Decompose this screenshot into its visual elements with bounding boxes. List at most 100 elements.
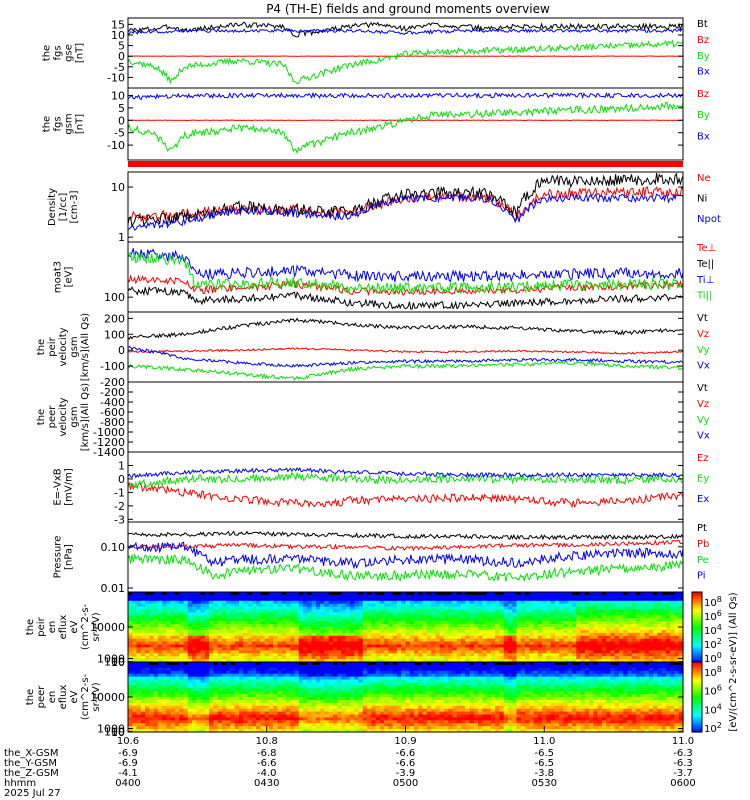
heatmap-cell [145,729,150,733]
heatmap-cell [512,606,518,611]
heatmap-cell [157,594,163,599]
heatmap-cell [426,644,432,649]
heatmap-cell [247,612,253,616]
heatmap-cell [307,621,313,625]
heatmap-cell [315,635,321,640]
heatmap-cell [593,629,599,634]
heatmap-cell [379,694,385,698]
heatmap-cell [631,603,637,608]
heatmap-cell [665,609,671,614]
heatmap-cell [285,609,291,614]
heatmap-cell [503,603,509,608]
heatmap-cell [179,606,185,611]
heatmap-cell [268,603,274,608]
heatmap-cell [247,694,253,698]
heatmap-cell [234,647,240,651]
heatmap-cell [572,600,577,605]
heatmap-cell [418,676,424,681]
heatmap-cell [384,618,390,622]
heatmap-cell [140,717,146,721]
heatmap-cell [674,592,680,596]
heatmap-cell [576,615,582,619]
heatmap-cell [405,670,411,675]
heatmap-cell [409,597,415,602]
heatmap-cell [157,650,163,654]
heatmap-cell [298,720,304,724]
heatmap-cell [273,629,279,634]
heatmap-cell [239,726,244,730]
heatmap-cell [525,609,530,614]
heatmap-cell [452,638,458,643]
heatmap-cell [657,650,663,654]
heatmap-cell [426,627,432,631]
heatmap-cell [213,603,219,608]
heatmap-cell [239,603,244,608]
heatmap-cell [367,597,372,602]
heatmap-cell [674,638,680,643]
heatmap-cell [140,664,146,669]
heatmap-cell [179,621,185,625]
heatmap-cell [473,594,479,599]
heatmap-cell [567,606,573,611]
heatmap-cell [157,726,163,730]
heatmap-cell [418,627,424,631]
heatmap-cell [405,597,411,602]
heatmap-cell [358,592,364,596]
heatmap-cell [576,644,582,649]
heatmap-cell [174,682,180,686]
heatmap-cell [230,629,236,634]
heatmap-cell [486,618,492,622]
heatmap-cell [422,624,428,628]
heatmap-cell [149,691,155,695]
heatmap-cell [204,720,210,724]
heatmap-cell [443,615,449,619]
heatmap-cell [341,664,347,669]
heatmap-cell [678,638,684,643]
heatmap-cell [285,656,291,660]
legend-label-ti: Ti|| [696,291,712,302]
heatmap-cell [285,606,291,611]
heatmap-cell [298,629,304,634]
heatmap-cell [640,606,646,611]
heatmap-cell [350,720,355,724]
heatmap-cell [209,618,214,622]
heatmap-cell [358,729,364,733]
heatmap-cell [478,641,483,646]
heatmap-cell [379,705,385,710]
heatmap-cell [324,688,330,692]
heatmap-cell [354,641,360,646]
heatmap-cell [426,650,432,654]
heatmap-cell [670,624,676,628]
heatmap-cell [350,612,355,616]
heatmap-cell [644,647,650,651]
heatmap-cell [409,612,415,616]
y-tick-label: -1400 [93,446,125,459]
heatmap-cell [294,615,300,619]
heatmap-cell [661,597,667,602]
heatmap-cell [256,592,261,596]
heatmap-cell [388,729,394,733]
heatmap-cell [290,708,296,713]
heatmap-cell [618,638,624,643]
heatmap-cell [657,627,663,631]
heatmap-cell [431,656,436,660]
heatmap-cell [328,720,334,724]
heatmap-cell [657,612,663,616]
heatmap-cell [234,592,240,596]
y-tick-label: -2 [114,500,125,513]
heatmap-cell [482,609,488,614]
heatmap-cell [196,600,202,605]
legend-label-vz: Vz [697,329,709,340]
heatmap-cell [606,638,612,643]
heatmap-cell [132,597,138,602]
heatmap-cell [209,699,214,704]
heatmap-cell [298,597,304,602]
heatmap-cell [559,618,565,622]
heatmap-cell [392,702,398,707]
heatmap-cell [490,592,496,596]
heatmap-cell [315,653,321,657]
heatmap-cell [631,612,637,616]
heatmap-cell [670,603,676,608]
heatmap-cell [328,685,334,689]
heatmap-cell [401,702,407,707]
